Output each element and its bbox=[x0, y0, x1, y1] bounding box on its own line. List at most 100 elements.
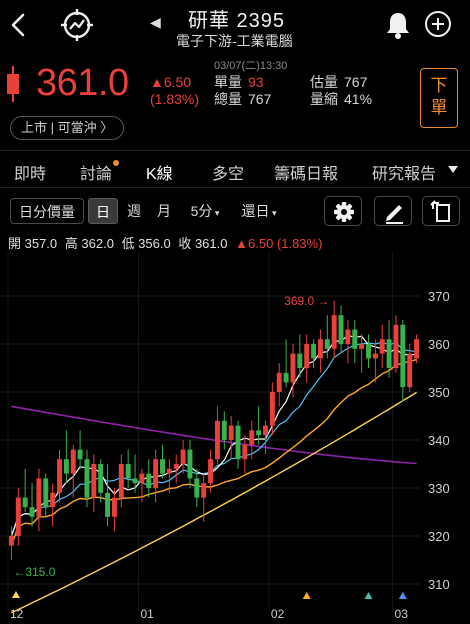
tab-research[interactable]: 研究報告 bbox=[372, 166, 437, 183]
ma5-line bbox=[10, 334, 417, 537]
top-bar: ◀ 研華 2395 電子下游-工業電腦 bbox=[0, 0, 470, 54]
y-tick-label: 370 bbox=[428, 289, 450, 304]
candle-body bbox=[111, 497, 117, 517]
candle-body bbox=[139, 473, 145, 484]
ma240-line bbox=[11, 405, 417, 465]
ma20-line bbox=[10, 358, 417, 546]
candle-body bbox=[414, 339, 420, 359]
change-percent: (1.83%) bbox=[150, 91, 200, 107]
candle-body bbox=[372, 353, 378, 359]
candle-body bbox=[77, 449, 83, 460]
single-volume: 93 bbox=[248, 74, 264, 90]
candle-body bbox=[208, 459, 214, 484]
tab-chip-report[interactable]: 籌碼日報 bbox=[274, 166, 339, 183]
ma10-line bbox=[10, 341, 417, 537]
candle-body bbox=[70, 449, 76, 474]
close-value: 收 361.0 bbox=[178, 236, 228, 251]
quote-panel: 361.0 ▲6.50 (1.83%) 03/07(二)13:30 單量 93 估量… bbox=[0, 54, 470, 146]
unread-dot-icon bbox=[113, 160, 120, 166]
chevron-right-icon: 〉 bbox=[100, 120, 114, 135]
period-day[interactable]: 日 bbox=[88, 198, 118, 224]
candle-body bbox=[379, 339, 385, 354]
candle-body bbox=[242, 444, 248, 460]
candle-icon bbox=[7, 66, 19, 102]
change-value: ▲6.50 bbox=[150, 74, 192, 90]
candle-body bbox=[173, 464, 179, 469]
range-label: 還日 bbox=[241, 203, 270, 219]
x-tick-label: 03 bbox=[395, 607, 409, 621]
order-button-char: 單 bbox=[430, 98, 448, 117]
candle-body bbox=[29, 507, 35, 517]
candle-body bbox=[84, 459, 90, 498]
event-marker-icon bbox=[302, 592, 311, 599]
event-marker-icon bbox=[12, 591, 20, 598]
total-volume-label: 總量 bbox=[214, 91, 242, 107]
kline-chart[interactable]: 300310320330340350360370369.0 →←315.0120… bbox=[0, 252, 470, 624]
tab-discussion-label: 討論 bbox=[80, 166, 113, 183]
candle-body bbox=[283, 372, 289, 383]
candle-body bbox=[98, 464, 104, 493]
candle-body bbox=[153, 459, 159, 488]
volume-ratio: 41% bbox=[344, 91, 373, 107]
candle-body bbox=[43, 478, 49, 508]
market-tag[interactable]: 上市 | 可當沖 〉 bbox=[10, 116, 125, 140]
candle-body bbox=[57, 459, 62, 493]
settings-button[interactable] bbox=[324, 196, 362, 226]
candle-body bbox=[187, 449, 193, 479]
analysis-target-icon[interactable] bbox=[60, 8, 94, 42]
tab-bull-bear[interactable]: 多空 bbox=[212, 166, 245, 183]
open-value: 開 357.0 bbox=[8, 236, 58, 251]
triangle-left-icon[interactable]: ◀ bbox=[150, 14, 161, 30]
candle-body bbox=[36, 478, 42, 517]
range-select[interactable]: 還日 ▾ bbox=[234, 198, 284, 224]
tab-bar: 即時 討論 K線 多空 籌碼日報 研究報告 bbox=[0, 150, 470, 188]
candle-body bbox=[235, 425, 241, 460]
pen-icon bbox=[386, 205, 403, 224]
period-month[interactable]: 月 bbox=[157, 203, 171, 219]
tab-kline[interactable]: K線 bbox=[146, 166, 173, 183]
candle-body bbox=[50, 492, 56, 508]
y-tick-label: 310 bbox=[428, 577, 450, 592]
triangle-down-icon bbox=[448, 166, 458, 173]
fullscreen-button[interactable] bbox=[422, 196, 460, 226]
tabs-more-button[interactable] bbox=[436, 151, 470, 187]
y-tick-label: 360 bbox=[428, 337, 450, 352]
low-value: 低 356.0 bbox=[121, 236, 171, 251]
tab-realtime[interactable]: 即時 bbox=[14, 166, 47, 183]
candle-body bbox=[263, 425, 268, 436]
y-tick-label: 350 bbox=[428, 385, 450, 400]
candle-body bbox=[194, 478, 200, 498]
total-volume: 767 bbox=[248, 91, 272, 107]
est-volume-label: 估量 bbox=[310, 74, 338, 90]
tab-discussion[interactable]: 討論 bbox=[80, 160, 120, 184]
candle-body bbox=[359, 344, 365, 349]
candle-body bbox=[331, 315, 337, 349]
ohlc-change: ▲6.50 (1.83%) bbox=[235, 236, 323, 251]
draw-button[interactable] bbox=[374, 196, 412, 226]
period-week[interactable]: 週 bbox=[127, 203, 141, 219]
candle-body bbox=[105, 492, 111, 517]
candle-body bbox=[393, 324, 399, 368]
caret-down-icon: ▾ bbox=[269, 208, 277, 218]
candle-body bbox=[400, 324, 406, 388]
candle-body bbox=[276, 372, 282, 392]
candle-body bbox=[22, 497, 28, 508]
x-tick-label: 02 bbox=[271, 607, 285, 621]
max-price-label: 369.0 → bbox=[284, 294, 329, 308]
bell-icon[interactable] bbox=[384, 10, 412, 40]
plus-circle-icon[interactable] bbox=[424, 10, 452, 38]
order-button-char: 下 bbox=[430, 76, 448, 95]
candle-body bbox=[160, 459, 165, 474]
candle-body bbox=[366, 344, 371, 359]
candle-body bbox=[317, 339, 323, 359]
interval-select[interactable]: 5分 ▾ bbox=[184, 198, 226, 224]
interval-label: 5分 bbox=[190, 203, 213, 219]
order-button[interactable]: 下單 bbox=[420, 68, 458, 128]
back-chevron-icon[interactable] bbox=[6, 10, 32, 40]
candle-body bbox=[91, 464, 97, 498]
indicator-select[interactable]: 日分價量 bbox=[10, 198, 84, 224]
min-price-label: ←315.0 bbox=[13, 565, 55, 579]
candle-body bbox=[228, 425, 234, 440]
candle-body bbox=[311, 344, 317, 359]
event-marker-icon bbox=[398, 592, 407, 599]
